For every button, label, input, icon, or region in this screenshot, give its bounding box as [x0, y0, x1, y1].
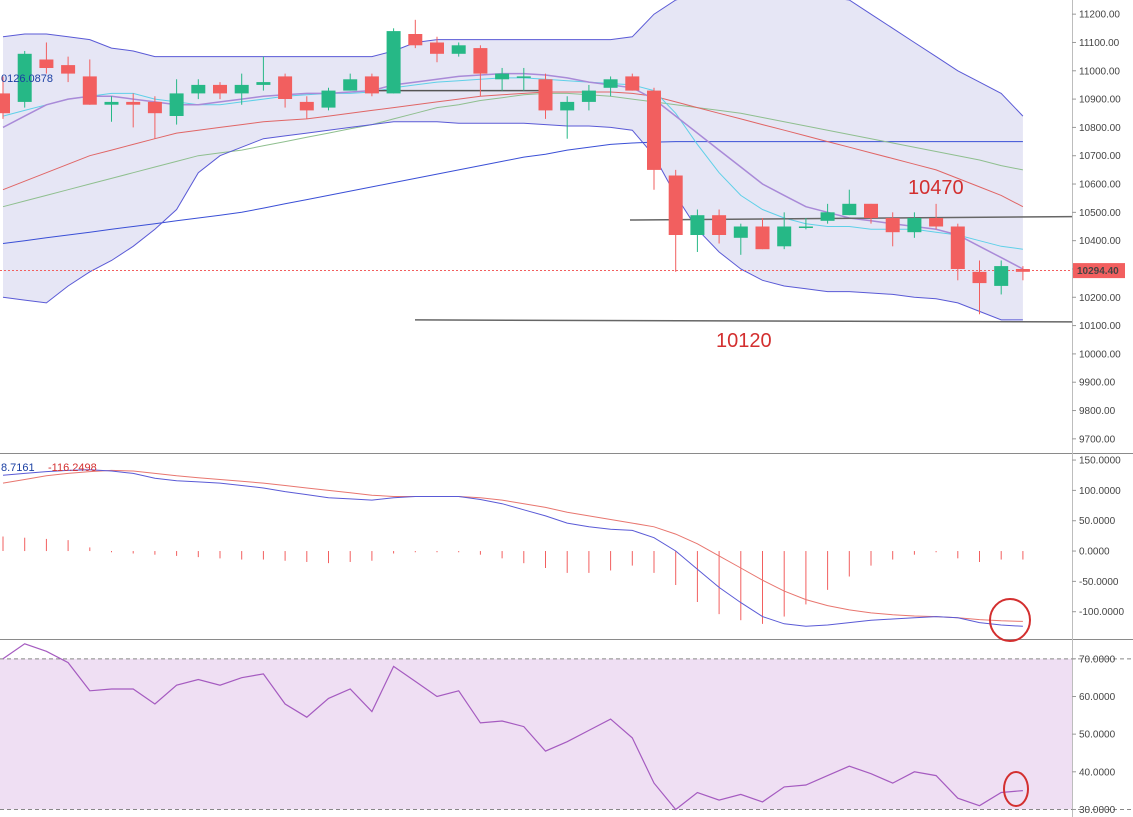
candle-body [733, 226, 748, 238]
price-axis-tick-label: 10100.00 [1079, 321, 1121, 332]
macd-dif-line [2, 469, 1023, 627]
price-legend: 0126.0878 [1, 73, 53, 85]
candle-body [256, 82, 271, 85]
price-axis-tick-label: 10500.00 [1079, 208, 1121, 219]
price-axis-tick-label: 9800.00 [1079, 406, 1116, 417]
candle-body [147, 101, 162, 114]
rsi-highlight-circle [1003, 771, 1029, 807]
candle-body [647, 90, 661, 170]
macd-axis-tick-label: 0.0000 [1079, 547, 1110, 558]
price-axis-tick-label: 9900.00 [1079, 378, 1116, 389]
candle-body [1015, 269, 1030, 272]
macd-axis-tick-label: -50.0000 [1079, 577, 1119, 588]
rsi-band [0, 658, 1072, 810]
candle-body [668, 175, 683, 235]
candle-body [430, 42, 444, 54]
ma-base-line [2, 141, 1023, 244]
candle-body [755, 226, 770, 250]
support-label: 10120 [716, 330, 772, 352]
candle-body [538, 79, 553, 111]
macd-panel [0, 454, 1072, 639]
candle-body [603, 79, 618, 88]
rsi-axis-tick-label: 60.0000 [1079, 692, 1116, 703]
bollinger-upper-line [2, 0, 1024, 117]
candle-body [299, 101, 314, 111]
candle-body [126, 101, 141, 105]
ma-long-line [2, 92, 1023, 208]
candle-body [560, 101, 575, 111]
candle-body [798, 226, 813, 228]
price-layer [0, 0, 1073, 323]
price-axis-tick-label: 10600.00 [1079, 180, 1121, 191]
candle-body [690, 215, 705, 235]
last-price-tag-bg [1073, 263, 1125, 279]
macd-axis-tick-label: 150.0000 [1079, 456, 1121, 467]
macd-highlight-circle [989, 598, 1031, 642]
candle-body [213, 84, 227, 94]
rsi-line [2, 643, 1023, 811]
resistance-label: 10470 [908, 177, 964, 199]
candle-body [39, 59, 54, 68]
candle-body [581, 90, 596, 102]
rsi-axis-tick-label: 50.0000 [1079, 730, 1116, 741]
price-axis-tick-label: 10200.00 [1079, 293, 1121, 304]
candle-body [386, 31, 401, 94]
candle-body [191, 84, 206, 94]
support-line [414, 319, 1073, 323]
macd-axis-tick-label: 50.0000 [1079, 516, 1116, 527]
candle-body [712, 215, 727, 235]
last-price-tag: 10294.40 [1077, 266, 1119, 277]
candle-body [343, 79, 358, 91]
price-axis-tick-label: 9700.00 [1079, 434, 1116, 445]
price-axis-tick-label: 10800.00 [1079, 123, 1121, 134]
macd-dea-line [2, 469, 1023, 622]
rsi-axis-tick-label: 30.0000 [1079, 805, 1116, 816]
candle-body [321, 90, 336, 108]
candle-body [234, 84, 249, 94]
macd-axis-tick-label: -100.0000 [1079, 607, 1124, 618]
candle-body [104, 101, 119, 105]
candle-body [625, 76, 640, 91]
candle-body [885, 218, 900, 233]
axis-layer: 11200.00 11100.00 11000.00 10900.00 10800.00… [1072, 10, 1124, 816]
candle-body [929, 218, 944, 227]
price-axis-tick-label: 11000.00 [1079, 66, 1120, 77]
candle-body [82, 76, 97, 105]
candle-body [278, 76, 293, 99]
candle-body [473, 48, 488, 74]
candle-body [842, 203, 857, 216]
candle-body [17, 53, 32, 102]
candle-body [0, 93, 10, 114]
candle-body [950, 226, 965, 269]
ma-medium-line [2, 91, 1024, 208]
macd-layer [2, 469, 1024, 627]
candle-body [820, 212, 835, 221]
macd-legend-dif: 8.7161 [1, 462, 35, 474]
price-axis-tick-label: 11200.00 [1079, 10, 1120, 21]
candle-body [907, 218, 922, 233]
price-axis-tick-label: 11100.00 [1079, 38, 1120, 49]
rsi-axis-tick-label: 40.0000 [1079, 767, 1116, 778]
candle-body [495, 73, 510, 80]
candle-body [516, 76, 531, 78]
candle-body [451, 45, 466, 54]
macd-legend-dea: -116.2498 [48, 462, 97, 474]
price-axis-tick-label: 10000.00 [1079, 349, 1121, 360]
bollinger-lower-line [2, 121, 1023, 321]
candle-body [994, 266, 1009, 286]
price-axis-tick-label: 10700.00 [1079, 151, 1121, 162]
macd-axis-tick-label: 100.0000 [1079, 486, 1121, 497]
candle-body [864, 203, 878, 218]
rsi-layer [0, 643, 1133, 811]
candle-body [777, 226, 792, 247]
candle-body [61, 65, 76, 74]
candle-body [408, 34, 423, 46]
rsi-axis-tick-label: 70.0000 [1079, 654, 1116, 665]
candle-body [169, 93, 184, 116]
price-axis-tick-label: 10900.00 [1079, 95, 1121, 106]
candle-body [972, 271, 987, 284]
candle-body [364, 76, 379, 94]
price-axis-tick-label: 10400.00 [1079, 236, 1121, 247]
